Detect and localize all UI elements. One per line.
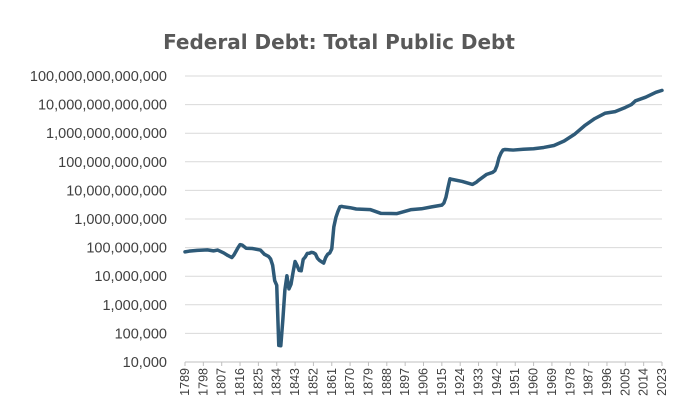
x-tick-label: 1888 (380, 368, 394, 396)
x-tick-label: 1942 (490, 368, 504, 396)
y-tick-label: 10,000,000,000,000 (38, 98, 167, 114)
y-tick-label: 100,000,000,000 (58, 155, 167, 171)
y-tick-label: 100,000 (115, 326, 167, 342)
x-tick-label: 1870 (343, 368, 357, 396)
x-tick-label: 1816 (233, 368, 247, 396)
y-tick-label: 1,000,000,000 (74, 212, 167, 228)
x-tick-label: 1951 (508, 368, 522, 396)
x-tick-label: 1978 (563, 368, 577, 396)
x-tick-label: 1969 (545, 368, 559, 396)
y-tick-label: 10,000,000 (94, 269, 167, 285)
x-tick-label: 1861 (325, 368, 339, 396)
y-tick-label: 100,000,000 (86, 241, 167, 257)
x-tick-label: 1996 (600, 368, 614, 396)
y-tick-label: 1,000,000 (102, 298, 167, 314)
debt-series-line (183, 88, 664, 348)
x-tick-label: 1987 (582, 368, 596, 396)
x-tick-label: 2014 (637, 368, 651, 396)
x-tick-label: 1798 (196, 368, 210, 396)
y-tick-label: 10,000,000,000 (66, 183, 167, 199)
x-tick-label: 1933 (472, 368, 486, 396)
x-tick-label: 2005 (618, 368, 632, 396)
x-tick-label: 2023 (655, 368, 669, 396)
x-tick-label: 1906 (417, 368, 431, 396)
chart-title: Federal Debt: Total Public Debt (163, 30, 515, 54)
x-tick-label: 1960 (527, 368, 541, 396)
x-tick-label: 1897 (398, 368, 412, 396)
x-tick-label: 1789 (178, 368, 192, 396)
x-tick-label: 1807 (215, 368, 229, 396)
y-tick-label: 10,000 (123, 355, 167, 371)
x-tick-label: 1915 (435, 368, 449, 396)
x-tick-label: 1843 (288, 368, 302, 396)
x-tick-label: 1852 (306, 368, 320, 396)
x-tick-label: 1834 (270, 368, 284, 396)
y-tick-label: 1,000,000,000,000 (46, 126, 167, 142)
y-tick-label: 100,000,000,000,000 (30, 69, 167, 85)
x-tick-label: 1879 (361, 368, 375, 396)
x-tick-label: 1825 (251, 368, 265, 396)
x-tick-label: 1924 (453, 368, 467, 396)
